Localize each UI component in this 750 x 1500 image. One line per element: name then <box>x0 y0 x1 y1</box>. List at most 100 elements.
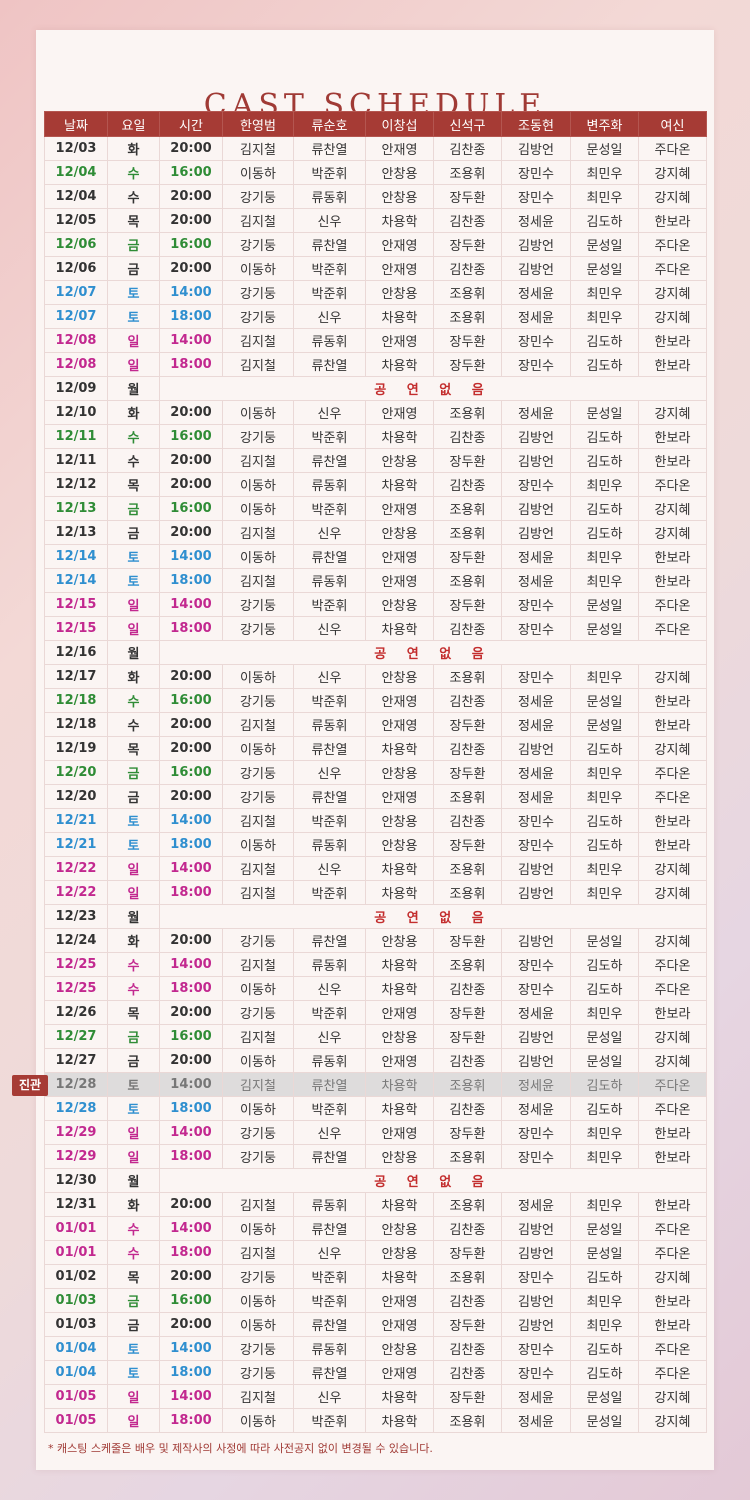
time-cell: 20:00 <box>159 1312 223 1337</box>
cast-cell: 김찬종 <box>433 256 502 281</box>
cast-cell: 김찬종 <box>433 136 502 161</box>
table-row: 12/09 월 공 연 없 음 <box>44 376 707 401</box>
cast-cell: 장두환 <box>433 232 502 257</box>
cast-cell: 신우 <box>293 1120 366 1145</box>
cast-cell: 김방언 <box>501 256 571 281</box>
cast-cell: 신우 <box>293 208 366 233</box>
cast-cell: 조용휘 <box>433 1408 502 1433</box>
time-cell: 18:00 <box>159 976 223 1001</box>
cast-cell: 최민우 <box>570 304 639 329</box>
day-cell: 토 <box>107 568 160 593</box>
cast-cell: 주다온 <box>638 1072 707 1097</box>
table-row: 12/10 화 20:00 이동하 신우 안재영 조용휘 정세윤 문성일 강지혜 <box>44 400 707 425</box>
cast-cell: 김지철 <box>222 856 294 881</box>
cast-cell: 강기둥 <box>222 616 294 641</box>
cast-cell: 조용휘 <box>433 880 502 905</box>
header-day: 요일 <box>107 111 160 137</box>
cast-cell: 장두환 <box>433 352 502 377</box>
cast-cell: 김도하 <box>570 208 639 233</box>
cast-cell: 강기둥 <box>222 1360 294 1385</box>
cast-cell: 이동하 <box>222 496 294 521</box>
cast-cell: 박준휘 <box>293 688 366 713</box>
cast-cell: 김찬종 <box>433 424 502 449</box>
cast-cell: 박준휘 <box>293 880 366 905</box>
cast-cell: 정세윤 <box>501 544 571 569</box>
day-cell: 수 <box>107 688 160 713</box>
cast-cell: 문성일 <box>570 136 639 161</box>
cast-cell: 안재영 <box>365 1288 434 1313</box>
day-cell: 화 <box>107 1192 160 1217</box>
cast-cell: 조용휘 <box>433 1264 502 1289</box>
table-row: 12/08 일 14:00 김지철 류동휘 안재영 장두환 장민수 김도하 한보라 <box>44 328 707 353</box>
date-cell: 12/15 <box>44 592 108 617</box>
cast-cell: 김방언 <box>501 520 571 545</box>
footnote: * 캐스팅 스케줄은 배우 및 제작사의 사정에 따라 사전공지 없이 변경될 … <box>48 1442 433 1455</box>
cast-cell: 박준휘 <box>293 496 366 521</box>
cast-cell: 장두환 <box>433 1000 502 1025</box>
table-row: 01/04 토 18:00 강기둥 류찬열 안재영 김찬종 장민수 김도하 주다온 <box>44 1360 707 1385</box>
cast-cell: 박준휘 <box>293 592 366 617</box>
cast-cell: 류찬열 <box>293 1072 366 1097</box>
cast-cell: 차용학 <box>365 208 434 233</box>
day-cell: 금 <box>107 760 160 785</box>
cast-cell: 김방언 <box>501 136 571 161</box>
cast-cell: 김찬종 <box>433 1216 502 1241</box>
cast-cell: 장두환 <box>433 1384 502 1409</box>
cast-cell: 정세윤 <box>501 208 571 233</box>
cast-cell: 류동휘 <box>293 568 366 593</box>
cast-cell: 김도하 <box>570 736 639 761</box>
cast-cell: 김지철 <box>222 208 294 233</box>
day-cell: 화 <box>107 664 160 689</box>
day-cell: 월 <box>107 904 160 929</box>
table-row: 12/15 일 18:00 강기둥 신우 차용학 김찬종 장민수 문성일 주다온 <box>44 616 707 641</box>
cast-cell: 주다온 <box>638 232 707 257</box>
cast-cell: 안창용 <box>365 160 434 185</box>
date-cell: 12/07 <box>44 304 108 329</box>
date-cell: 12/13 <box>44 496 108 521</box>
cast-cell: 장두환 <box>433 544 502 569</box>
time-cell: 18:00 <box>159 880 223 905</box>
table-row: 12/28 토 18:00 이동하 박준휘 차용학 김찬종 정세윤 김도하 주다온 <box>44 1096 707 1121</box>
day-cell: 일 <box>107 1384 160 1409</box>
cast-cell: 주다온 <box>638 472 707 497</box>
time-cell: 18:00 <box>159 1408 223 1433</box>
time-cell: 14:00 <box>159 1120 223 1145</box>
table-row: 12/04 수 16:00 이동하 박준휘 안창용 조용휘 장민수 최민우 강지혜 <box>44 160 707 185</box>
cast-cell: 안재영 <box>365 496 434 521</box>
cast-cell: 주다온 <box>638 760 707 785</box>
date-cell: 12/14 <box>44 544 108 569</box>
schedule-body: 12/03 화 20:00 김지철 류찬열 안재영 김찬종 김방언 문성일 주다온 12/04 수 16… <box>44 136 707 1433</box>
table-row: 12/25 수 14:00 김지철 류동휘 차용학 조용휘 장민수 김도하 주다온 <box>44 952 707 977</box>
date-cell: 12/08 <box>44 328 108 353</box>
cast-cell: 장민수 <box>501 328 571 353</box>
cast-cell: 류동휘 <box>293 832 366 857</box>
cast-cell: 박준휘 <box>293 1000 366 1025</box>
no-show-cell: 공 연 없 음 <box>159 640 707 665</box>
cast-cell: 최민우 <box>570 664 639 689</box>
cast-cell: 문성일 <box>570 1384 639 1409</box>
cast-cell: 김방언 <box>501 1240 571 1265</box>
cast-cell: 주다온 <box>638 976 707 1001</box>
cast-cell: 류찬열 <box>293 544 366 569</box>
cast-cell: 주다온 <box>638 592 707 617</box>
date-cell: 12/18 <box>44 688 108 713</box>
cast-cell: 강지혜 <box>638 280 707 305</box>
table-row: 01/05 일 14:00 김지철 신우 차용학 장두환 정세윤 문성일 강지혜 <box>44 1384 707 1409</box>
cast-cell: 강기둥 <box>222 1000 294 1025</box>
cast-cell: 강지혜 <box>638 928 707 953</box>
cast-cell: 김찬종 <box>433 688 502 713</box>
time-cell: 16:00 <box>159 760 223 785</box>
cast-cell: 강기둥 <box>222 760 294 785</box>
cast-cell: 정세윤 <box>501 1192 571 1217</box>
day-cell: 일 <box>107 328 160 353</box>
table-row: 12/04 수 20:00 강기둥 류동휘 안창용 장두환 장민수 최민우 강지혜 <box>44 184 707 209</box>
day-cell: 금 <box>107 520 160 545</box>
cast-cell: 김방언 <box>501 1288 571 1313</box>
day-cell: 수 <box>107 952 160 977</box>
cast-cell: 차용학 <box>365 736 434 761</box>
cast-cell: 한보라 <box>638 352 707 377</box>
date-cell: 12/29 <box>44 1144 108 1169</box>
day-cell: 월 <box>107 1168 160 1193</box>
cast-cell: 안재영 <box>365 256 434 281</box>
day-cell: 토 <box>107 1096 160 1121</box>
